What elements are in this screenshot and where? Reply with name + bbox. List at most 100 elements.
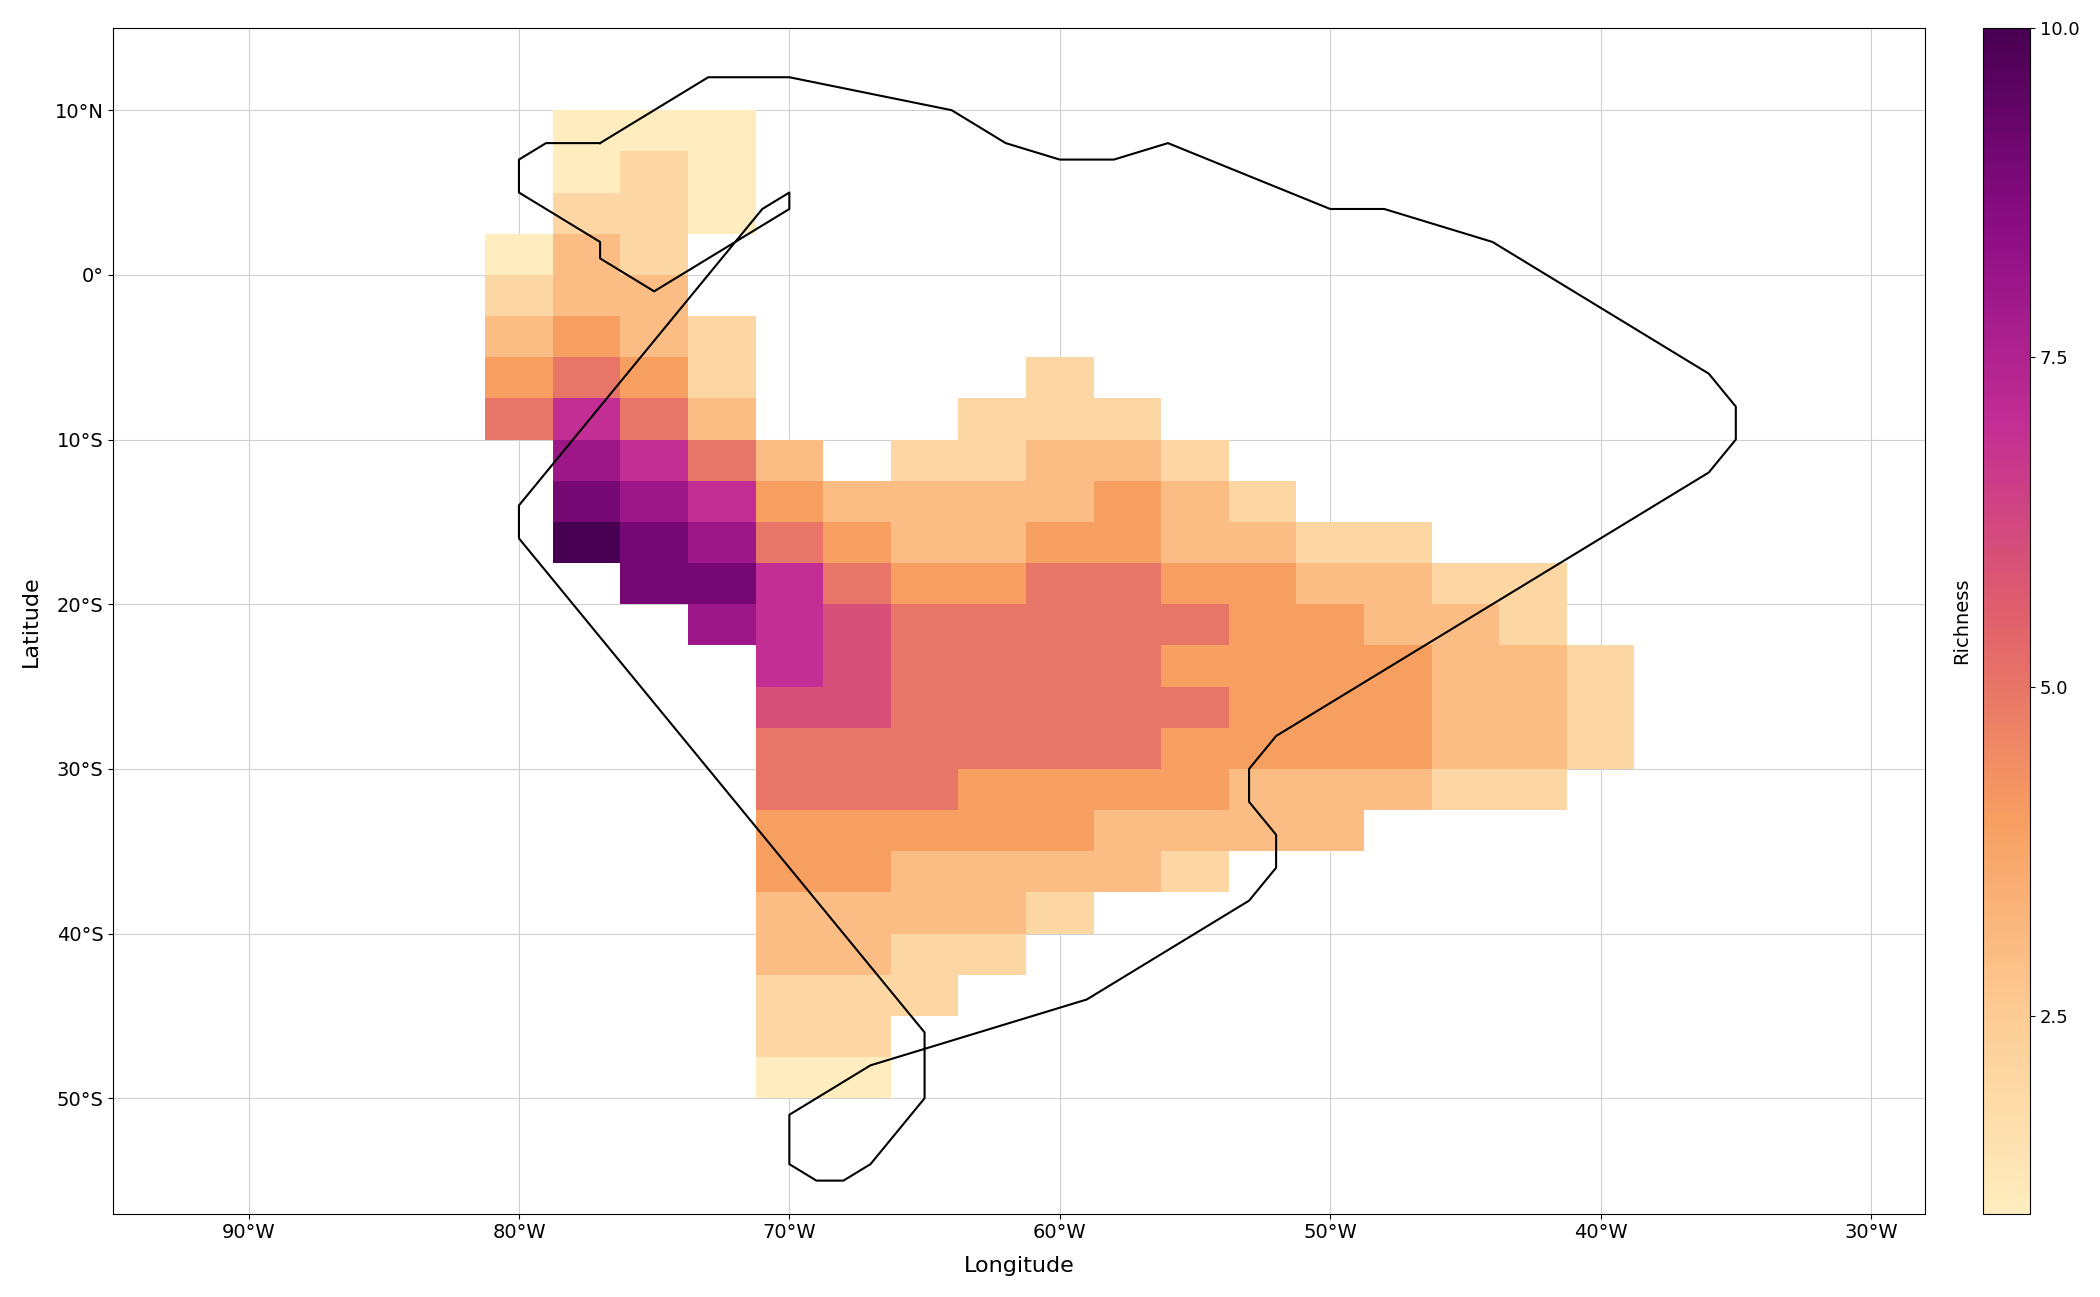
Bar: [890, 646, 958, 686]
Bar: [890, 934, 958, 975]
Bar: [620, 275, 689, 316]
Bar: [1027, 398, 1094, 440]
Bar: [756, 686, 823, 728]
Bar: [1161, 563, 1228, 604]
Bar: [689, 604, 756, 646]
Bar: [958, 686, 1027, 728]
Bar: [756, 728, 823, 769]
Bar: [823, 1057, 890, 1099]
Bar: [1296, 604, 1365, 646]
Bar: [756, 1057, 823, 1099]
Bar: [1228, 521, 1296, 563]
Bar: [958, 851, 1027, 892]
Bar: [689, 192, 756, 233]
Bar: [756, 563, 823, 604]
Bar: [689, 357, 756, 398]
Bar: [1094, 440, 1161, 481]
Bar: [1228, 481, 1296, 521]
Bar: [485, 316, 552, 357]
Bar: [1296, 686, 1365, 728]
Bar: [823, 646, 890, 686]
Bar: [1161, 686, 1228, 728]
Bar: [756, 604, 823, 646]
Bar: [620, 192, 689, 233]
Bar: [1094, 811, 1161, 851]
Bar: [1432, 646, 1499, 686]
Bar: [756, 934, 823, 975]
Bar: [1499, 604, 1567, 646]
Bar: [890, 440, 958, 481]
Bar: [756, 521, 823, 563]
Bar: [823, 934, 890, 975]
Bar: [958, 440, 1027, 481]
Bar: [958, 728, 1027, 769]
Bar: [552, 357, 620, 398]
Bar: [1567, 728, 1634, 769]
Bar: [1499, 646, 1567, 686]
Bar: [620, 521, 689, 563]
Bar: [1161, 769, 1228, 811]
Bar: [1027, 811, 1094, 851]
Bar: [756, 892, 823, 934]
Bar: [1296, 728, 1365, 769]
Bar: [620, 398, 689, 440]
Bar: [1296, 521, 1365, 563]
Bar: [823, 563, 890, 604]
Bar: [1027, 521, 1094, 563]
Bar: [1094, 521, 1161, 563]
Bar: [890, 521, 958, 563]
Bar: [958, 934, 1027, 975]
Bar: [823, 481, 890, 521]
Bar: [1027, 686, 1094, 728]
Bar: [1027, 728, 1094, 769]
Bar: [1161, 851, 1228, 892]
Bar: [1365, 769, 1432, 811]
Bar: [1365, 563, 1432, 604]
Bar: [1094, 481, 1161, 521]
Bar: [1161, 728, 1228, 769]
Bar: [1161, 481, 1228, 521]
Bar: [620, 357, 689, 398]
Bar: [1027, 769, 1094, 811]
Bar: [689, 398, 756, 440]
Bar: [1228, 646, 1296, 686]
Bar: [1432, 769, 1499, 811]
Bar: [485, 233, 552, 275]
Y-axis label: Latitude: Latitude: [21, 575, 40, 667]
Bar: [756, 769, 823, 811]
Bar: [552, 233, 620, 275]
Bar: [552, 192, 620, 233]
Bar: [1228, 604, 1296, 646]
Bar: [1161, 604, 1228, 646]
Bar: [1432, 563, 1499, 604]
Bar: [620, 440, 689, 481]
Bar: [958, 521, 1027, 563]
Bar: [1027, 646, 1094, 686]
Bar: [823, 1016, 890, 1057]
Bar: [1228, 686, 1296, 728]
Bar: [1228, 769, 1296, 811]
Bar: [958, 563, 1027, 604]
Bar: [823, 851, 890, 892]
Bar: [552, 398, 620, 440]
Bar: [1027, 357, 1094, 398]
Bar: [1365, 604, 1432, 646]
Bar: [1296, 563, 1365, 604]
Bar: [756, 646, 823, 686]
Bar: [1228, 728, 1296, 769]
Bar: [958, 769, 1027, 811]
Bar: [620, 481, 689, 521]
Bar: [958, 892, 1027, 934]
Bar: [890, 769, 958, 811]
Bar: [1432, 686, 1499, 728]
Bar: [552, 521, 620, 563]
Bar: [1365, 686, 1432, 728]
Bar: [620, 563, 689, 604]
Bar: [1094, 686, 1161, 728]
Bar: [958, 646, 1027, 686]
Bar: [1432, 728, 1499, 769]
Bar: [1094, 851, 1161, 892]
Bar: [1094, 769, 1161, 811]
Bar: [1027, 851, 1094, 892]
Bar: [1094, 563, 1161, 604]
